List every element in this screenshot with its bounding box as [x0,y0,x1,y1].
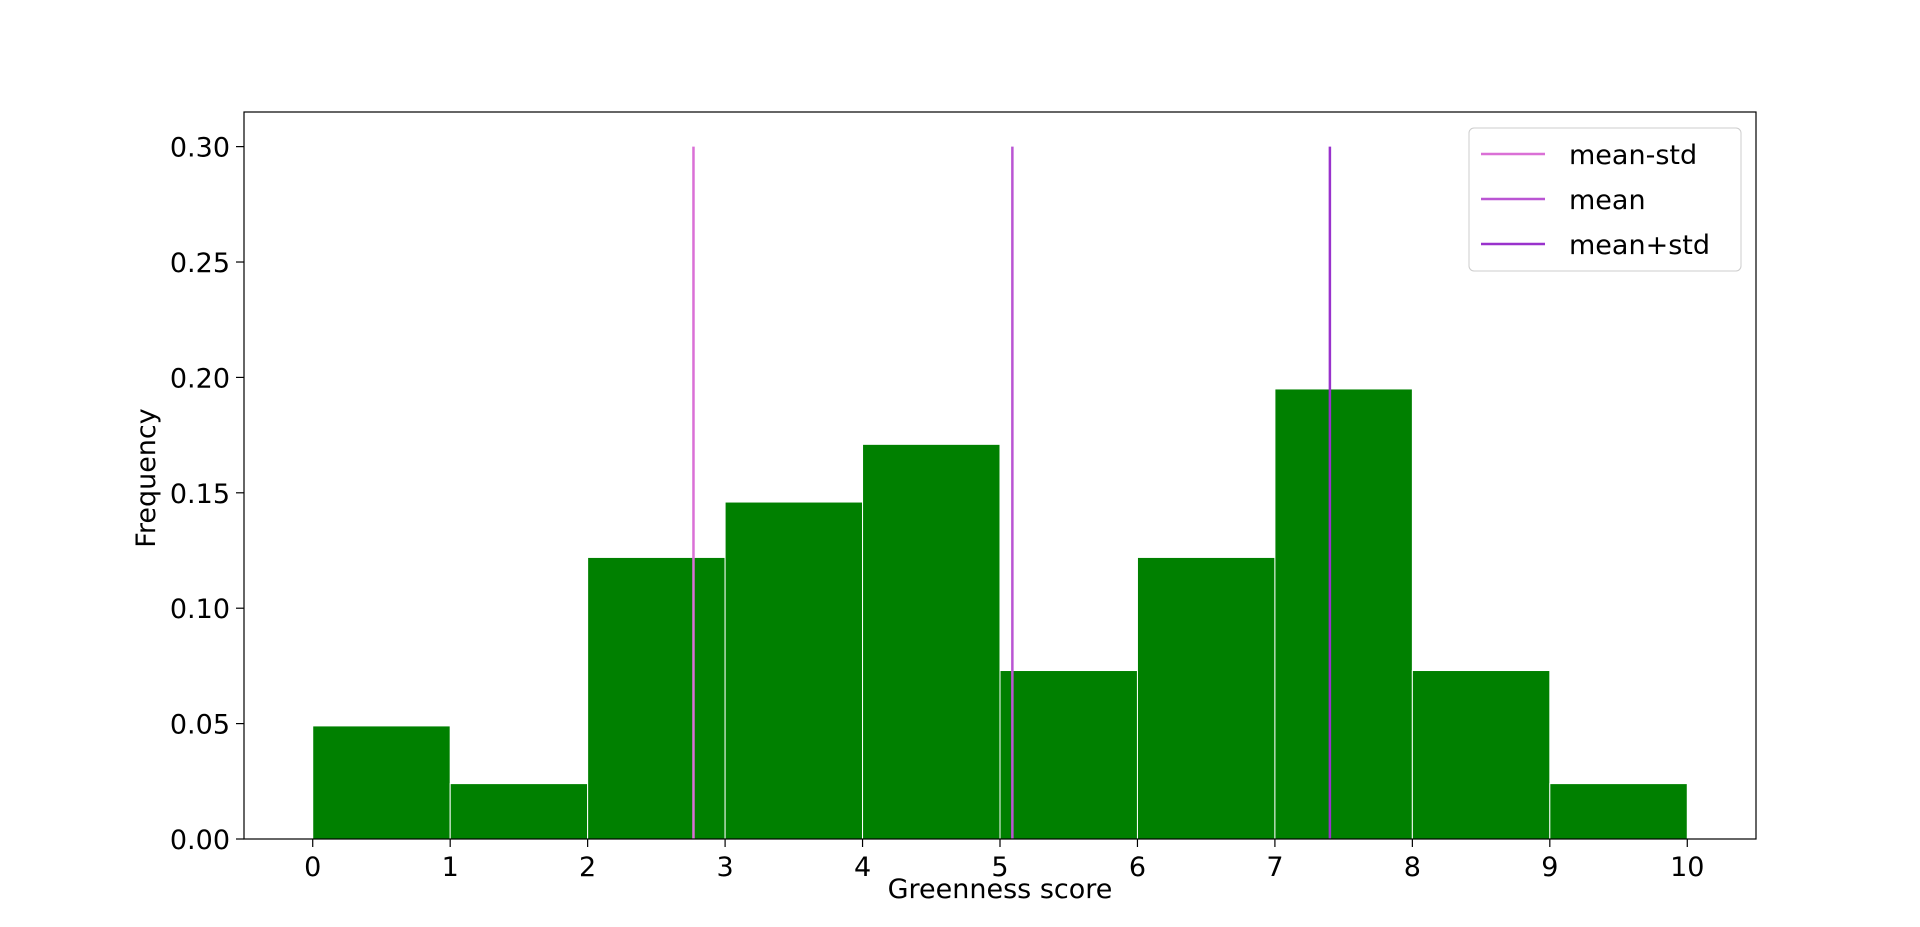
x-tick-label: 8 [1404,852,1421,883]
bar [999,670,1138,840]
bar [724,501,864,840]
bar [312,725,451,840]
bar [1136,556,1276,840]
bar [1549,783,1688,840]
bar [587,556,726,840]
y-tick-label: 0.20 [170,363,230,394]
x-tick-label: 4 [854,852,871,883]
legend-label: mean+std [1569,230,1710,261]
y-tick-label: 0.25 [170,248,230,279]
y-tick-label: 0.00 [170,825,230,856]
legend-box [1468,127,1742,272]
y-tick-label: 0.30 [170,133,230,164]
bar [862,443,1001,840]
x-tick-label: 3 [716,852,733,883]
bar [449,783,589,840]
x-tick-label: 10 [1670,852,1704,883]
y-tick-label: 0.10 [170,594,230,625]
y-axis-label: Frequency [131,408,162,548]
x-tick-label: 1 [442,852,459,883]
legend-label: mean-std [1569,140,1697,171]
x-tick-label: 5 [991,852,1008,883]
x-tick-label: 6 [1129,852,1146,883]
x-tick-label: 7 [1266,852,1283,883]
x-tick-label: 9 [1541,852,1558,883]
y-tick-label: 0.05 [170,710,230,741]
bar [1411,670,1551,840]
y-tick-label: 0.15 [170,479,230,510]
bar [1274,388,1413,840]
x-tick-label: 0 [304,852,321,883]
legend-label: mean [1569,185,1646,216]
x-axis-label: Greenness score [888,874,1113,905]
x-tick-label: 2 [579,852,596,883]
